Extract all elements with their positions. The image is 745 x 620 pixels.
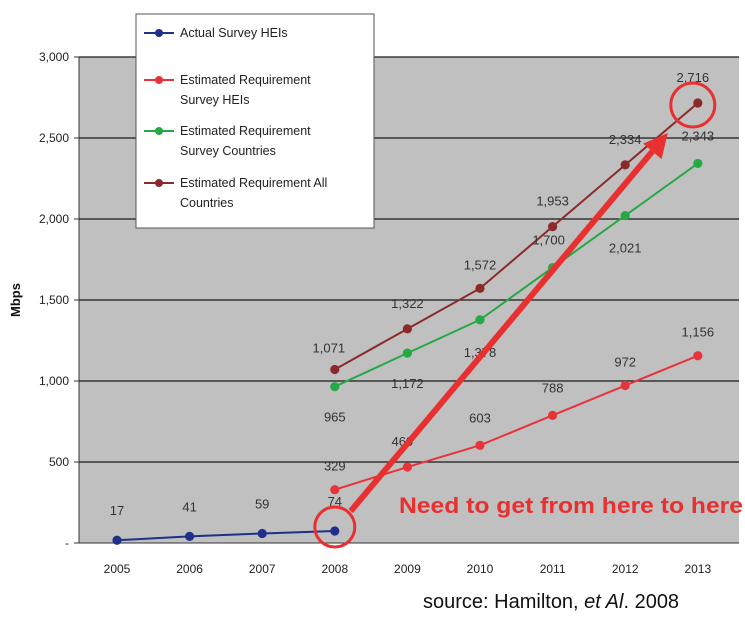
data-point — [185, 531, 195, 541]
data-point — [330, 364, 340, 375]
y-tick-label: 3,000 — [39, 50, 69, 64]
x-tick-label: 2011 — [540, 562, 566, 576]
x-tick-label: 2013 — [684, 562, 711, 576]
data-label: 2,716 — [677, 70, 710, 85]
y-tick-label: 1,000 — [39, 374, 69, 388]
data-point — [620, 210, 630, 221]
x-tick-label: 2005 — [104, 562, 131, 576]
data-label: 329 — [324, 459, 346, 474]
data-label: 1,156 — [682, 325, 715, 340]
x-tick-label: 2012 — [612, 562, 639, 576]
data-label: 1,572 — [464, 257, 497, 272]
source-suffix: . 2008 — [623, 591, 679, 613]
highlight-circle-start — [313, 505, 357, 549]
legend-swatch-marker — [155, 29, 163, 37]
data-point — [402, 324, 412, 334]
data-label: 1,172 — [391, 376, 424, 391]
data-point — [402, 348, 412, 358]
data-label: 59 — [255, 496, 269, 511]
x-tick-label: 2010 — [467, 562, 494, 576]
legend-label: Countries — [180, 196, 234, 210]
data-label: 972 — [614, 355, 636, 370]
annotation-arrow — [348, 149, 655, 513]
annotation-arrowhead — [643, 133, 668, 160]
data-label: 1,322 — [391, 296, 424, 311]
y-tick-label: 2,000 — [39, 212, 69, 226]
legend-label: Estimated Requirement — [180, 73, 311, 87]
data-point — [620, 160, 630, 170]
x-tick-label: 2007 — [249, 562, 276, 576]
data-point — [112, 535, 122, 545]
data-labels: 17 41 59 743294696037889721,1569651,1721,37… — [110, 70, 714, 518]
legend-label: Survey HEIs — [180, 93, 249, 107]
data-label: 1,953 — [536, 194, 569, 209]
series-line — [334, 162, 699, 388]
data-point — [475, 315, 485, 325]
legend-label: Estimated Requirement — [180, 124, 311, 138]
data-label: 965 — [324, 410, 346, 425]
data-point — [693, 351, 703, 361]
data-point — [548, 222, 558, 232]
data-label: 2,334 — [609, 132, 642, 147]
data-point — [693, 158, 703, 169]
data-point — [330, 382, 340, 392]
series-line — [334, 102, 699, 371]
data-label: 2,021 — [609, 241, 642, 256]
legend-swatch-marker — [155, 179, 163, 187]
legend-label: Actual Survey HEIs — [180, 26, 288, 40]
data-label: 74 — [328, 494, 342, 509]
data-label: 41 — [182, 499, 196, 514]
legend-label: Estimated Requirement All — [180, 176, 327, 190]
data-point — [548, 410, 558, 420]
x-tick-label: 2008 — [321, 562, 348, 576]
annotation — [313, 81, 717, 549]
y-tick-label: 500 — [49, 455, 69, 469]
series-group — [112, 98, 703, 545]
data-label: 2,343 — [682, 128, 715, 143]
x-tick-label: 2006 — [176, 562, 203, 576]
annotation-text: Need to get from here to here — [399, 493, 743, 518]
y-tick-label: 2,500 — [39, 131, 69, 145]
data-point — [402, 462, 412, 472]
y-tick-label: 1,500 — [39, 293, 69, 307]
series-line — [116, 530, 335, 542]
source-prefix: source: Hamilton, — [423, 591, 584, 613]
data-point — [330, 485, 340, 495]
data-point — [330, 526, 340, 536]
y-tick-label: - — [65, 536, 69, 550]
legend-box — [135, 13, 375, 229]
data-label: 17 — [110, 503, 124, 518]
data-label: 1,071 — [313, 340, 346, 355]
y-axis-label: Mbps — [8, 283, 23, 317]
highlight-circle-end — [669, 81, 717, 129]
legend-swatch-marker — [155, 76, 163, 84]
data-point — [693, 98, 703, 108]
data-point — [475, 283, 485, 293]
legend-label: Survey Countries — [180, 144, 276, 158]
data-label: 603 — [469, 410, 491, 425]
axes: - 500 1,000 1,500 2,000 2,500 3,000 2005 2006 200… — [39, 50, 739, 576]
source-text: source: Hamilton, et Al. 2008 — [423, 591, 679, 613]
data-label: 1,700 — [532, 233, 565, 248]
legend: Actual Survey HEIs Estimated Requirement S… — [135, 13, 375, 229]
data-label: 788 — [542, 380, 564, 395]
data-point — [257, 528, 267, 539]
series-line — [334, 354, 699, 491]
source-italic: et Al — [584, 591, 624, 613]
legend-swatch-marker — [155, 127, 163, 135]
data-point — [475, 440, 485, 450]
data-point — [620, 380, 630, 391]
x-tick-label: 2009 — [394, 562, 421, 576]
